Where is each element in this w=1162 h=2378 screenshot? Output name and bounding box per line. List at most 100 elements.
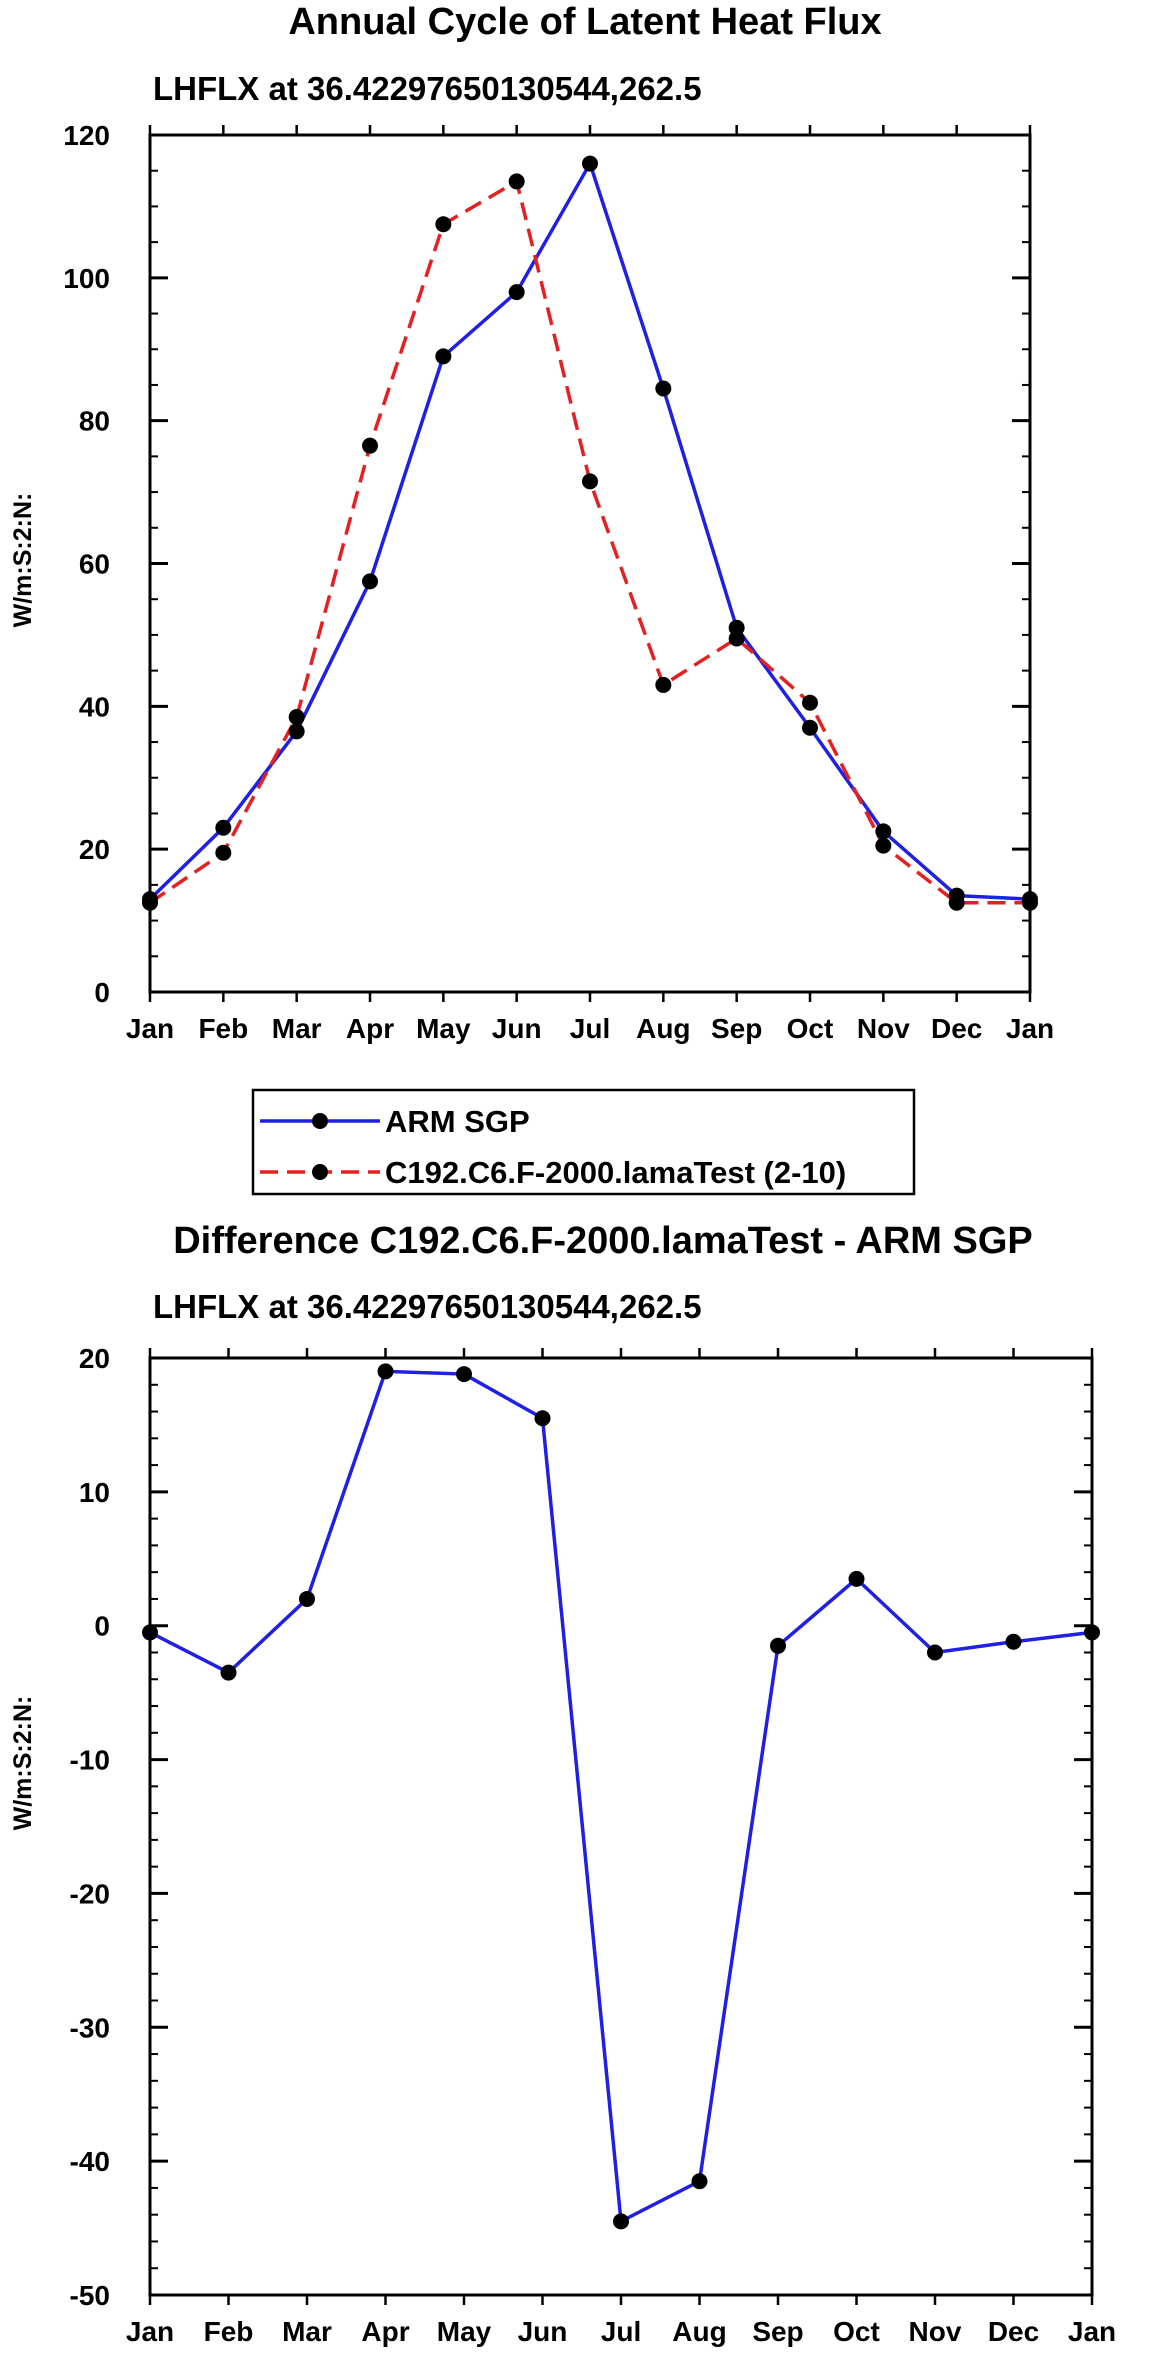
data-point — [220, 1664, 237, 1681]
y-tick-label: -50 — [70, 2280, 110, 2311]
x-tick-label: Oct — [833, 2316, 880, 2347]
x-tick-label: Apr — [346, 1013, 394, 1044]
x-tick-label: Aug — [636, 1013, 690, 1044]
x-tick-label: Mar — [282, 2316, 332, 2347]
x-tick-label: Aug — [672, 2316, 726, 2347]
x-tick-label: Jan — [126, 1013, 174, 1044]
x-tick-label: Nov — [857, 1013, 910, 1044]
legend-marker-arm — [312, 1113, 328, 1129]
x-tick-label: Jan — [126, 2316, 174, 2347]
x-tick-label: Jun — [518, 2316, 568, 2347]
data-point — [288, 723, 305, 740]
y-tick-label: 20 — [79, 1343, 110, 1374]
data-point — [655, 380, 672, 397]
plot-frame — [148, 1356, 1094, 2297]
x-tick-label: Feb — [204, 2316, 254, 2347]
series-line-1 — [149, 179, 1030, 905]
data-point — [215, 844, 232, 861]
data-point — [508, 173, 525, 190]
x-tick-label: Jan — [1006, 1013, 1054, 1044]
data-point — [655, 676, 672, 693]
data-point — [875, 823, 892, 840]
x-tick-label: Jun — [492, 1013, 542, 1044]
data-point — [142, 894, 158, 911]
data-point — [948, 894, 965, 911]
chart-title: Difference C192.C6.F-2000.lamaTest - ARM… — [173, 1220, 1033, 1262]
chart-title: Annual Cycle of Latent Heat Flux — [288, 1, 881, 43]
y-tick-label: -10 — [70, 1745, 110, 1776]
data-point — [1005, 1633, 1022, 1650]
chart-subtitle: LHFLX at 36.42297650130544,262.5 — [153, 1288, 702, 1325]
data-point — [848, 1570, 865, 1587]
data-point — [435, 216, 452, 233]
axis-ticks: Jan Feb Mar Apr May Jun Jul Aug Sep Oct Nov Dec Jan-… — [70, 1343, 1117, 2347]
y-tick-label: 0 — [94, 977, 110, 1008]
data-point — [215, 819, 232, 836]
data-point — [534, 1410, 551, 1427]
difference-chart: Difference C192.C6.F-2000.lamaTest - ARM… — [9, 1220, 1116, 2347]
data-point — [691, 2173, 708, 2190]
x-tick-label: Feb — [198, 1013, 248, 1044]
y-tick-label: 120 — [63, 120, 110, 151]
x-tick-label: Sep — [752, 2316, 803, 2347]
data-point — [582, 155, 598, 172]
y-tick-label: 60 — [79, 549, 110, 580]
x-tick-label: Jul — [570, 1013, 610, 1044]
legend: ARM SGP C192.C6.F-2000.lamaTest (2-10) — [251, 1088, 916, 1196]
data-point — [802, 694, 818, 711]
x-tick-label: Mar — [272, 1013, 322, 1044]
data-point — [1022, 894, 1038, 911]
y-tick-label: 10 — [79, 1477, 110, 1508]
series-line-0 — [149, 1369, 1093, 2224]
legend-label-model: C192.C6.F-2000.lamaTest (2-10) — [385, 1155, 846, 1190]
data-point — [875, 837, 892, 854]
data-point — [288, 709, 305, 726]
y-tick-label: 80 — [79, 406, 110, 437]
data-point — [456, 1366, 472, 1383]
data-point — [927, 1644, 943, 1661]
data-point — [582, 473, 598, 490]
series-layer — [142, 155, 1038, 911]
x-tick-label: Dec — [931, 1013, 982, 1044]
legend-marker-model — [312, 1164, 328, 1180]
data-point — [508, 284, 525, 301]
series-line-0 — [148, 161, 1031, 901]
y-tick-label: 100 — [63, 263, 110, 294]
x-tick-label: May — [437, 2316, 492, 2347]
axis-ticks: Jan Feb Mar Apr May Jun Jul Aug Sep Oct Nov Dec Jan 0… — [63, 120, 1054, 1044]
plot-frame — [148, 133, 1032, 994]
data-point — [435, 348, 452, 365]
x-tick-label: Sep — [711, 1013, 762, 1044]
data-point — [362, 573, 378, 590]
x-tick-label: Oct — [787, 1013, 834, 1044]
x-tick-label: Nov — [909, 2316, 962, 2347]
data-point — [299, 1590, 315, 1607]
y-tick-label: 40 — [79, 691, 110, 722]
x-tick-label: Jan — [1068, 2316, 1116, 2347]
y-tick-label: 20 — [79, 834, 110, 865]
data-point — [142, 1624, 158, 1641]
data-point — [1084, 1624, 1100, 1641]
y-tick-label: -20 — [70, 1878, 110, 1909]
y-tick-label: 0 — [94, 1611, 110, 1642]
annual-cycle-chart: Annual Cycle of Latent Heat Flux LHFLX a… — [9, 1, 1054, 1044]
y-axis-label: W/m:S:2:N: — [9, 493, 37, 628]
x-tick-label: Dec — [988, 2316, 1039, 2347]
x-tick-label: Apr — [361, 2316, 409, 2347]
data-point — [613, 2213, 629, 2230]
legend-box — [251, 1088, 916, 1196]
y-axis-label: W/m:S:2:N: — [9, 1696, 37, 1831]
data-point — [362, 437, 378, 454]
y-tick-label: -30 — [70, 2012, 110, 2043]
legend-label-arm: ARM SGP — [385, 1104, 530, 1139]
series-layer — [142, 1363, 1100, 2230]
data-point — [802, 719, 818, 736]
y-tick-label: -40 — [70, 2146, 110, 2177]
x-tick-label: May — [416, 1013, 471, 1044]
data-point — [377, 1363, 394, 1380]
data-point — [770, 1637, 786, 1654]
data-point — [728, 630, 745, 647]
chart-subtitle: LHFLX at 36.42297650130544,262.5 — [153, 70, 702, 107]
x-tick-label: Jul — [601, 2316, 641, 2347]
